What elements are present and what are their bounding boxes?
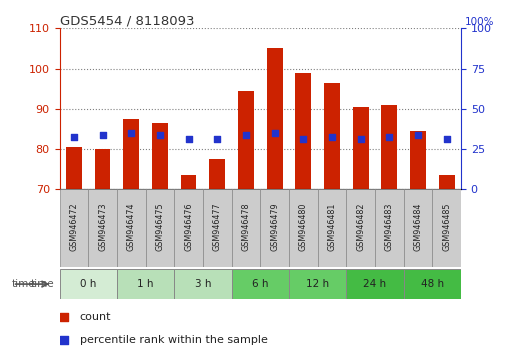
Text: GSM946478: GSM946478 — [241, 202, 251, 251]
Text: GSM946474: GSM946474 — [127, 202, 136, 251]
Bar — [95, 149, 110, 189]
Text: GSM946473: GSM946473 — [98, 202, 107, 251]
Text: GSM946480: GSM946480 — [299, 202, 308, 251]
Point — [60, 314, 68, 320]
Point — [156, 132, 164, 138]
Bar — [289, 269, 347, 299]
Point — [356, 136, 365, 142]
Bar — [146, 189, 174, 267]
Bar — [203, 189, 232, 267]
Text: GSM946485: GSM946485 — [442, 202, 451, 251]
Text: time: time — [31, 279, 54, 289]
Point — [328, 134, 336, 140]
Point — [385, 134, 394, 140]
Bar — [410, 131, 426, 189]
Bar — [353, 107, 368, 189]
Bar — [347, 189, 375, 267]
Bar — [88, 189, 117, 267]
Bar — [174, 269, 232, 299]
Text: 0 h: 0 h — [80, 279, 96, 289]
Bar — [318, 189, 347, 267]
Bar — [152, 123, 168, 189]
Bar — [375, 189, 404, 267]
Text: GSM946477: GSM946477 — [213, 202, 222, 251]
Bar — [260, 189, 289, 267]
Bar — [60, 269, 117, 299]
Text: count: count — [80, 312, 111, 322]
Text: GSM946482: GSM946482 — [356, 202, 365, 251]
Point — [70, 134, 78, 140]
Point — [242, 132, 250, 138]
Text: GSM946484: GSM946484 — [413, 202, 423, 251]
Text: GSM946472: GSM946472 — [69, 202, 78, 251]
Text: 3 h: 3 h — [195, 279, 211, 289]
Bar — [404, 189, 433, 267]
Bar — [289, 189, 318, 267]
Text: GSM946483: GSM946483 — [385, 202, 394, 251]
Bar — [232, 189, 260, 267]
Point — [442, 136, 451, 142]
Text: time: time — [11, 279, 35, 289]
Bar — [347, 269, 404, 299]
Text: GSM946476: GSM946476 — [184, 202, 193, 251]
Bar — [232, 269, 289, 299]
Bar — [66, 147, 82, 189]
Bar — [238, 91, 254, 189]
Point — [299, 136, 308, 142]
Point — [270, 130, 279, 136]
Bar — [117, 269, 174, 299]
Bar — [324, 83, 340, 189]
Text: GSM946479: GSM946479 — [270, 202, 279, 251]
Bar — [209, 159, 225, 189]
Text: 12 h: 12 h — [306, 279, 329, 289]
Bar — [295, 73, 311, 189]
Bar — [267, 48, 282, 189]
Text: 48 h: 48 h — [421, 279, 444, 289]
Bar — [123, 119, 139, 189]
Bar — [60, 189, 88, 267]
Point — [213, 136, 221, 142]
Point — [414, 132, 422, 138]
Point — [184, 136, 193, 142]
Bar — [433, 189, 461, 267]
Bar — [439, 175, 455, 189]
Bar — [181, 175, 196, 189]
Text: 24 h: 24 h — [364, 279, 386, 289]
Text: 6 h: 6 h — [252, 279, 268, 289]
Bar — [381, 105, 397, 189]
Point — [60, 337, 68, 343]
Text: 100%: 100% — [465, 17, 495, 27]
Bar — [117, 189, 146, 267]
Text: 1 h: 1 h — [137, 279, 154, 289]
Point — [98, 132, 107, 138]
Text: GDS5454 / 8118093: GDS5454 / 8118093 — [60, 14, 194, 27]
Bar — [174, 189, 203, 267]
Text: GSM946481: GSM946481 — [327, 202, 337, 251]
Text: percentile rank within the sample: percentile rank within the sample — [80, 335, 267, 346]
Text: GSM946475: GSM946475 — [155, 202, 164, 251]
Bar — [404, 269, 461, 299]
Point — [127, 130, 135, 136]
